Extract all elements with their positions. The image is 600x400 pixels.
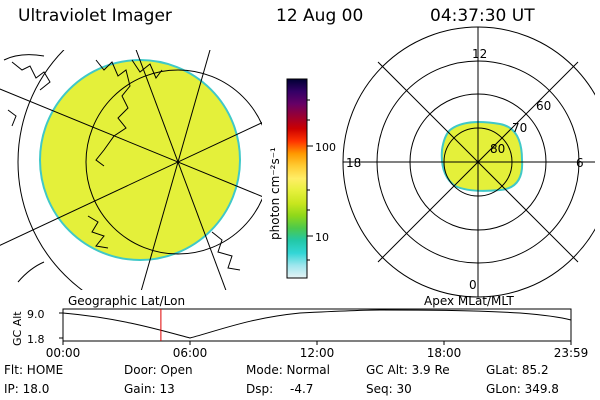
mlt-label-0: 0 bbox=[469, 278, 477, 292]
x-tick-label: 06:00 bbox=[173, 346, 208, 360]
colorbar-tick-100: 100 bbox=[315, 141, 336, 154]
polar-diagonal-2 bbox=[377, 61, 579, 263]
lat-label-80: 80 bbox=[490, 142, 505, 156]
status-seq: Seq: 30 bbox=[366, 382, 412, 396]
geo-lat-circle-inner bbox=[85, 69, 262, 255]
geo-longitude-lines bbox=[0, 50, 262, 290]
status-gain: Gain: 13 bbox=[124, 382, 175, 396]
geographic-image-panel bbox=[0, 50, 262, 290]
status-glat: GLat: 85.2 bbox=[486, 363, 549, 377]
altitude-plot-frame bbox=[62, 308, 572, 342]
status-glon: GLon: 349.8 bbox=[486, 382, 559, 396]
instrument-title: Ultraviolet Imager bbox=[18, 6, 172, 26]
altitude-plot: 9.0 1.8 GC Alt 00:00 06:00 12:00 18:00 23:59 bbox=[11, 308, 588, 360]
mlt-label-12: 12 bbox=[472, 47, 487, 61]
status-flight: Flt: HOME bbox=[4, 363, 64, 377]
geo-horizon-arcs bbox=[3, 54, 45, 283]
mlt-label-6: 6 bbox=[576, 156, 584, 170]
altitude-x-tick-marks bbox=[62, 341, 572, 345]
apex-panel-label: Apex MLat/MLT bbox=[424, 294, 514, 308]
altitude-y-tick-9: 9.0 bbox=[27, 308, 45, 321]
colorbar: 100 10 photon cm⁻²s⁻¹ bbox=[268, 78, 336, 279]
status-mode: Mode: Normal bbox=[246, 363, 330, 377]
x-tick-label: 18:00 bbox=[427, 346, 462, 360]
x-tick-label: 23:59 bbox=[554, 346, 589, 360]
polar-clip-right bbox=[595, 20, 600, 310]
colorbar-strip bbox=[286, 78, 308, 279]
status-dsp-label: Dsp: bbox=[246, 382, 274, 396]
status-ip: IP: 18.0 bbox=[4, 382, 50, 396]
geographic-panel-label: Geographic Lat/Lon bbox=[68, 294, 185, 308]
status-gc-altitude: GC Alt: 3.9 Re bbox=[366, 363, 450, 377]
date-label: 12 Aug 00 bbox=[276, 6, 364, 26]
colorbar-unit-label: photon cm⁻²s⁻¹ bbox=[268, 147, 282, 240]
x-tick-label: 12:00 bbox=[300, 346, 335, 360]
geo-lat-circle-mid bbox=[17, 50, 83, 290]
status-dsp-value: -4.7 bbox=[290, 382, 314, 396]
altitude-curve bbox=[62, 309, 572, 339]
lat-label-70: 70 bbox=[512, 121, 527, 135]
apex-polar-plot: 12 0 18 6 60 70 80 bbox=[342, 20, 600, 310]
colorbar-tick-10: 10 bbox=[315, 231, 329, 244]
altitude-y-label: GC Alt bbox=[11, 311, 24, 346]
mlt-label-18: 18 bbox=[346, 156, 361, 170]
auroral-oval-region bbox=[440, 121, 524, 192]
altitude-y-tick-1: 1.8 bbox=[27, 333, 45, 346]
time-label: 04:37:30 UT bbox=[430, 6, 535, 26]
status-door: Door: Open bbox=[124, 363, 193, 377]
lat-label-60: 60 bbox=[536, 99, 551, 113]
geographic-auroral-disk bbox=[39, 59, 241, 261]
altitude-x-tick-labels: 00:00 06:00 12:00 18:00 23:59 bbox=[46, 346, 589, 360]
x-tick-label: 00:00 bbox=[46, 346, 81, 360]
colorbar-ticks bbox=[307, 99, 313, 261]
geo-coastlines bbox=[7, 59, 241, 271]
